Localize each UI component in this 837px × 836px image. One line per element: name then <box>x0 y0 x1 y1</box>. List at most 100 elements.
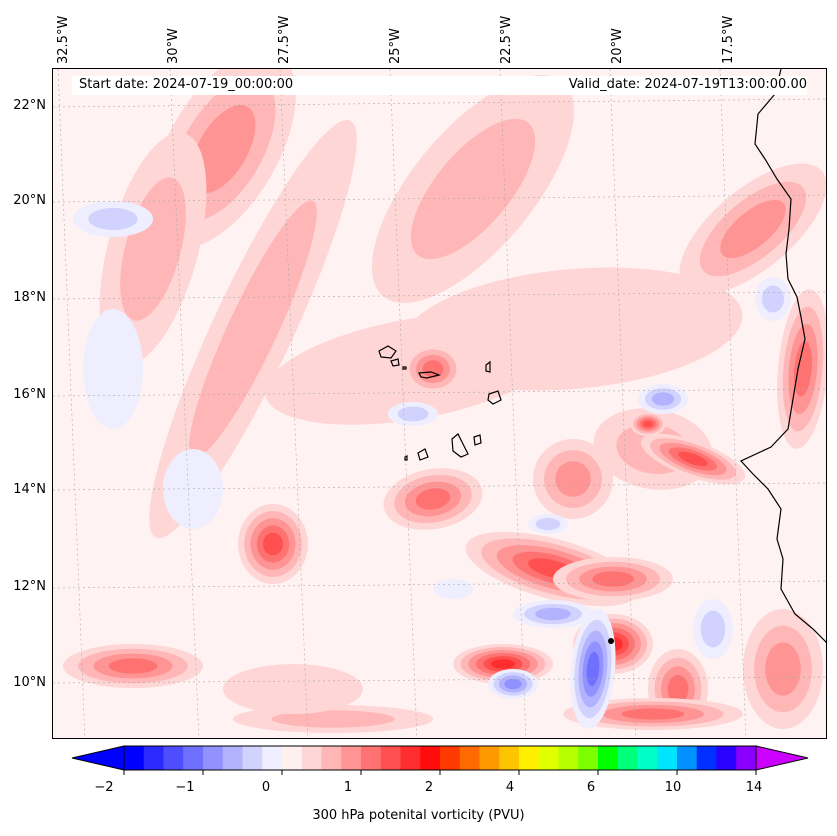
colorbar-cell <box>538 746 559 770</box>
colorbar-cell <box>617 746 638 770</box>
lat-label-1: 20°N <box>13 193 46 208</box>
pv-contour <box>794 341 812 397</box>
pv-contour <box>586 651 600 687</box>
meridian <box>57 69 86 738</box>
colorbar-cell <box>163 746 184 770</box>
colorbar-cell <box>499 746 520 770</box>
colorbar-cell <box>420 746 441 770</box>
coastline <box>378 69 826 643</box>
cbar-tick-label-6: 6 <box>586 780 596 795</box>
colorbar-cell <box>459 746 480 770</box>
pv-contour <box>765 642 801 696</box>
pv-contour <box>403 267 743 391</box>
island <box>487 390 502 405</box>
meridian <box>169 69 200 738</box>
lon-label-0: 32.5°W <box>56 15 71 64</box>
cbar-tick-label-1: −1 <box>175 780 195 795</box>
pv-contour <box>88 207 138 231</box>
colorbar <box>71 745 809 775</box>
colorbar-cell <box>361 746 382 770</box>
colorbar-cell <box>222 746 243 770</box>
lon-label-1: 30°W <box>166 28 181 64</box>
pv-contour <box>592 571 634 587</box>
parallel <box>53 291 826 300</box>
cbar-tick-label-0: −2 <box>94 780 114 795</box>
map-panel <box>52 68 827 739</box>
cbar-tick-label-8: 14 <box>745 780 763 795</box>
colorbar-cell <box>696 746 717 770</box>
meridian <box>499 69 527 738</box>
parallel <box>53 194 826 203</box>
island <box>390 358 400 367</box>
lon-label-2: 27.5°W <box>277 15 292 64</box>
pv-contour <box>651 392 675 406</box>
colorbar-cell <box>677 746 698 770</box>
graticule <box>53 69 826 738</box>
lat-label-6: 10°N <box>13 675 46 690</box>
pv-contour <box>263 532 283 556</box>
parallel <box>53 98 826 108</box>
start-date-label: Start date: 2024-07-19_00:00:00 <box>79 77 294 92</box>
colorbar-cell <box>716 746 737 770</box>
colorbar-cell <box>143 746 164 770</box>
lat-label-0: 22°N <box>13 98 46 113</box>
pv-contours <box>63 69 826 733</box>
parallel <box>53 482 826 491</box>
pv-contour <box>397 406 429 422</box>
parallel <box>53 388 826 397</box>
pv-contour <box>83 309 143 429</box>
pv-contour <box>415 488 451 510</box>
colorbar-extend-high <box>755 745 809 771</box>
colorbar-cell <box>183 746 204 770</box>
pv-contour <box>108 658 158 674</box>
pv-maximum-dot <box>608 638 614 644</box>
colorbar-cell <box>479 746 500 770</box>
colorbar-cell <box>203 746 224 770</box>
colorbar-cell <box>380 746 401 770</box>
parallel <box>53 676 826 684</box>
valid-date-label: Valid_date: 2024-07-19T13:00:00.00 <box>568 77 807 92</box>
colorbar-cell <box>282 746 303 770</box>
colorbar-cell <box>736 746 757 770</box>
cbar-tick-label-4: 2 <box>424 780 434 795</box>
pv-contour <box>761 285 785 313</box>
colorbar-cell <box>242 746 263 770</box>
lat-label-3: 16°N <box>13 387 46 402</box>
colorbar-cell <box>440 746 461 770</box>
lat-label-5: 12°N <box>13 579 46 594</box>
colorbar-cell <box>400 746 421 770</box>
colorbar-extend-low <box>71 745 125 771</box>
pv-contour <box>490 659 516 669</box>
pv-contour <box>700 610 726 648</box>
colorbar-cell <box>657 746 678 770</box>
lat-label-2: 18°N <box>13 290 46 305</box>
colorbar-cell <box>124 746 145 770</box>
colorbar-label: 300 hPa potenital vorticity (PVU) <box>312 808 525 823</box>
pv-contour <box>621 708 685 720</box>
colorbar-ticks <box>123 770 757 775</box>
colorbar-cell <box>321 746 342 770</box>
pv-contour <box>410 118 536 260</box>
meridian <box>719 69 747 738</box>
lat-label-4: 14°N <box>13 482 46 497</box>
pv-contour <box>667 675 689 703</box>
pv-contour <box>504 678 522 690</box>
colorbar-cell <box>519 746 540 770</box>
lon-label-3: 25°W <box>388 28 403 64</box>
pv-contour <box>190 104 256 194</box>
lon-label-4: 22.5°W <box>499 15 514 64</box>
africa-coastline <box>740 69 826 643</box>
island <box>402 366 407 370</box>
island <box>378 345 397 359</box>
island <box>451 433 469 458</box>
colorbar-cell <box>598 746 619 770</box>
colorbar-cells <box>124 746 757 770</box>
pv-contour <box>535 607 571 621</box>
island <box>418 371 442 379</box>
meridian <box>609 69 637 738</box>
colorbar-cell <box>301 746 322 770</box>
parallel <box>53 580 826 589</box>
pv-field-map <box>53 69 826 738</box>
colorbar-cell <box>578 746 599 770</box>
cbar-tick-label-2: 0 <box>261 780 271 795</box>
